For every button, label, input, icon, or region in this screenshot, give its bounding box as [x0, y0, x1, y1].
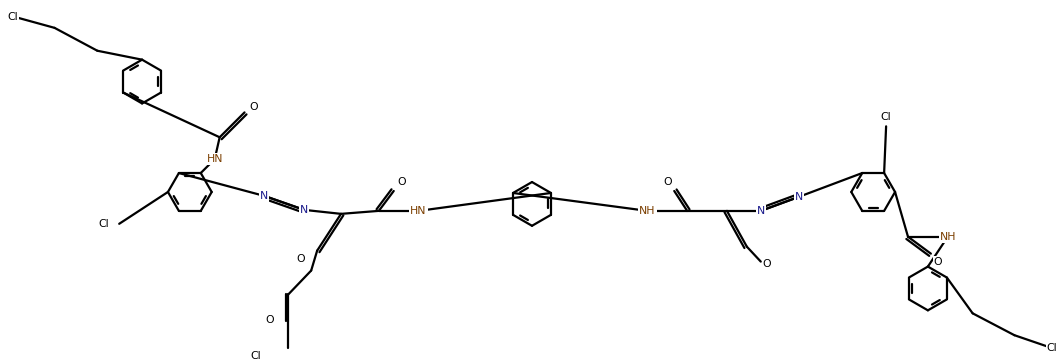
Text: N: N [757, 206, 765, 216]
Text: O: O [296, 254, 304, 264]
Text: O: O [663, 177, 671, 187]
Text: O: O [763, 258, 771, 269]
Text: Cl: Cl [1047, 343, 1058, 353]
Text: N: N [300, 205, 309, 215]
Text: NH: NH [940, 232, 957, 242]
Text: O: O [933, 257, 942, 266]
Text: O: O [249, 102, 257, 113]
Text: HN: HN [411, 206, 427, 216]
Text: Cl: Cl [881, 112, 892, 122]
Text: HN: HN [206, 154, 223, 164]
Text: NH: NH [639, 206, 655, 216]
Text: Cl: Cl [7, 12, 18, 22]
Text: N: N [795, 192, 802, 202]
Text: N: N [261, 191, 268, 201]
Text: Cl: Cl [251, 351, 262, 361]
Text: O: O [265, 315, 273, 325]
Text: Cl: Cl [99, 219, 110, 229]
Text: O: O [397, 177, 406, 187]
